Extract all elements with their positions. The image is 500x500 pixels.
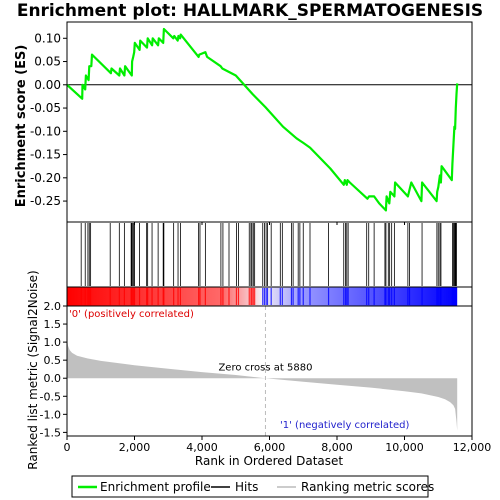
- hits-panel-frame: [66, 221, 473, 288]
- rank-y-ticks: 2.0 1.5 1.0 0.5 0.0 -0.5 -1.0 -1.5: [40, 300, 67, 439]
- rank-y-tick-label: 0.5: [44, 354, 62, 367]
- hit-marks: [80, 223, 457, 286]
- rank-y-axis-label: Ranked list metric (Signal2Noise): [26, 270, 40, 469]
- ranked-metric-panel: Ranked list metric (Signal2Noise) 2.0 1.5…: [26, 270, 491, 469]
- legend-hits-label: Hits: [235, 480, 258, 494]
- negative-correlated-label: '1' (negatively correlated): [280, 420, 409, 431]
- es-panel-frame: [66, 21, 473, 223]
- rank-y-tick-label: 1.5: [44, 318, 62, 331]
- legend-enrichment-label: Enrichment profile: [100, 480, 211, 494]
- rank-y-tick-label: 1.0: [44, 336, 62, 349]
- rank-x-tick-label: 4,000: [186, 441, 218, 454]
- rank-y-tick-label: 0.0: [44, 372, 62, 385]
- zero-cross-label: Zero cross at 5880: [218, 362, 312, 373]
- rank-x-ticks: 0 2,000 4,000 6,000 8,000 10,000 12,000: [64, 436, 492, 454]
- es-y-tick-label: 0.05: [34, 55, 61, 69]
- es-y-tick-label: -0.15: [30, 148, 61, 162]
- rank-color-stripes: [80, 288, 458, 305]
- rank-y-tick-label: -1.0: [40, 408, 61, 421]
- rank-color-bar: [66, 286, 473, 307]
- ranking-metric-area: [67, 338, 458, 431]
- rank-y-tick-label: 2.0: [44, 300, 62, 313]
- legend-box: [71, 475, 429, 498]
- es-y-axis-label: Enrichment score (ES): [14, 45, 29, 208]
- rank-panel-frame: [66, 305, 473, 437]
- rank-y-tick-label: -0.5: [40, 390, 61, 403]
- rank-x-tick-label: 12,000: [453, 441, 492, 454]
- rank-x-tick-label: 8,000: [321, 441, 353, 454]
- es-y-tick-label: 0.10: [34, 31, 61, 45]
- legend-metric-label: Ranking metric scores: [301, 480, 434, 494]
- legend: Enrichment profile Hits Ranking metric s…: [71, 475, 434, 498]
- es-y-tick-label: -0.20: [30, 171, 61, 185]
- es-panel: Enrichment score (ES) 0.10 0.05 0.00 -0.05 -…: [14, 21, 473, 225]
- positive-correlated-label: '0' (positively correlated): [69, 309, 194, 320]
- chart-title: Enrichment plot: HALLMARK_SPERMATOGENESI…: [17, 1, 483, 21]
- es-y-tick-label: -0.05: [30, 101, 61, 115]
- enrichment-profile-line: [66, 27, 459, 212]
- rank-x-tick-label: 6,000: [254, 441, 286, 454]
- rank-x-tick-label: 2,000: [119, 441, 151, 454]
- rank-x-tick-label: 0: [64, 441, 71, 454]
- rank-x-tick-label: 10,000: [385, 441, 424, 454]
- enrichment-profile-series: [66, 27, 459, 212]
- es-y-tick-label: 0.00: [34, 78, 61, 92]
- es-y-ticks: 0.10 0.05 0.00 -0.05 -0.10 -0.15 -0.20 -0.25: [30, 31, 67, 208]
- rank-y-tick-label: -1.5: [40, 426, 61, 439]
- x-axis-label: Rank in Ordered Dataset: [195, 454, 343, 468]
- es-y-tick-label: -0.25: [30, 194, 61, 208]
- es-y-tick-label: -0.10: [30, 124, 61, 138]
- rank-color-gradient: [67, 287, 458, 306]
- hits-panel: [66, 221, 473, 288]
